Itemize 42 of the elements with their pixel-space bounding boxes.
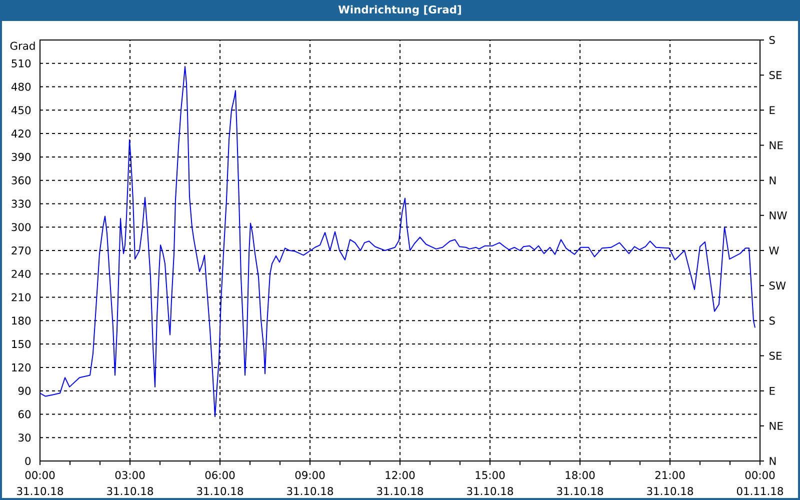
x-tick-label: 00:00 01.11.18 xyxy=(736,471,784,496)
y-tick-label: 360 xyxy=(12,176,31,184)
category-label: NE xyxy=(770,141,783,150)
y-tick-label: 90 xyxy=(18,386,31,395)
y-tick-label: 390 xyxy=(12,152,31,161)
y-tick-label: 420 xyxy=(11,130,31,138)
category-label: SE xyxy=(769,71,782,80)
category-label: NW xyxy=(770,212,787,220)
category-label: SW xyxy=(769,282,786,290)
category-label: E xyxy=(770,106,775,114)
category-label: S xyxy=(769,316,775,325)
category-label: W xyxy=(769,246,779,254)
x-tick-label: 18:00 31.10.18 xyxy=(557,471,604,496)
y-tick-label: 480 xyxy=(11,82,31,91)
y-tick-label: 510 xyxy=(12,59,31,68)
x-tick-label: 06:00 31.10.18 xyxy=(197,471,244,496)
category-label: S xyxy=(769,36,775,44)
category-label: N xyxy=(770,457,776,465)
y-tick-label: 150 xyxy=(12,340,31,348)
y-tick-label: 120 xyxy=(12,363,31,372)
chart-title: Windrichtung [Grad] xyxy=(338,5,461,16)
x-tick-label: 09:00 31.10.18 xyxy=(287,471,334,496)
category-label: SE xyxy=(769,352,782,360)
y-tick-label: 0 xyxy=(25,456,31,466)
y-tick-label: 30 xyxy=(18,434,31,442)
y-tick-label: 210 xyxy=(12,293,31,302)
y-tick-label: 180 xyxy=(12,316,31,325)
category-label: N xyxy=(770,176,776,184)
x-tick-label: 03:00 31.10.18 xyxy=(107,471,154,496)
x-tick-label: 21:00 31.10.18 xyxy=(647,471,694,496)
y-tick-label: 450 xyxy=(11,106,31,114)
y-axis-title: Grad xyxy=(10,42,35,50)
y-tick-label: 60 xyxy=(18,410,31,418)
x-tick-label: 15:00 31.10.18 xyxy=(467,471,514,496)
x-tick-label: 12:00 31.10.18 xyxy=(377,471,424,496)
category-label: NE xyxy=(770,422,783,430)
y-tick-label: 240 xyxy=(12,270,31,278)
category-label: E xyxy=(770,386,775,395)
y-tick-label: 270 xyxy=(12,246,31,255)
y-tick-label: 330 xyxy=(12,200,31,208)
y-tick-label: 300 xyxy=(12,223,31,232)
x-tick-label: 00:00 31.10.18 xyxy=(17,471,64,496)
